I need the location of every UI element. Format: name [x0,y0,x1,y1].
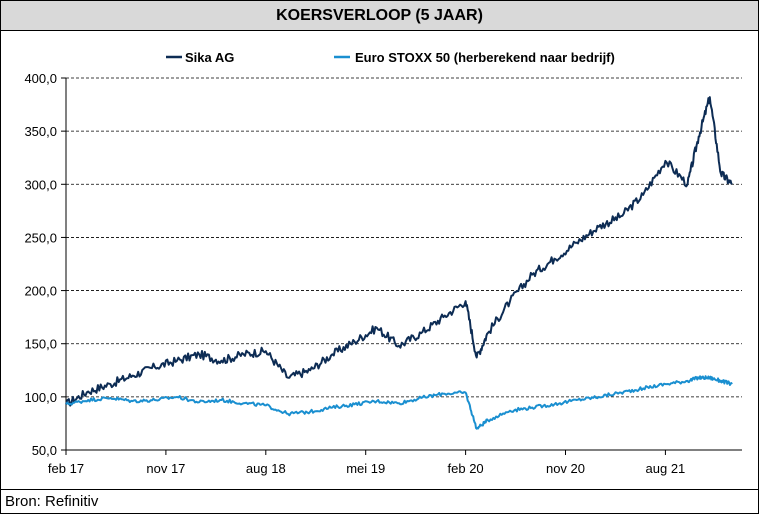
x-tick-label: aug 18 [246,461,286,476]
chart-title: KOERSVERLOOP (5 JAAR) [1,1,758,31]
y-tick-label: 400,0 [24,71,57,86]
x-tick-label: feb 17 [48,461,84,476]
source-note: Bron: Refinitiv [1,489,758,513]
legend: Sika AG Euro STOXX 50 (herberekend naar b… [166,50,615,65]
series-lines [65,96,733,430]
x-tick-label: aug 21 [646,461,686,476]
y-tick-labels: 50,0 100,0 150,0 200,0 250,0 300,0 350,0 400,0 [24,71,57,458]
x-tick-label: mei 19 [346,461,385,476]
x-tick-label: nov 20 [546,461,585,476]
y-tick-label: 350,0 [24,124,57,139]
y-tick-label: 150,0 [24,337,57,352]
y-tick-label: 250,0 [24,230,57,245]
y-tick-label: 50,0 [32,443,57,458]
gridlines [66,77,742,398]
axes [61,77,742,455]
x-tick-label: nov 17 [146,461,185,476]
series-line-sika [65,96,733,407]
y-tick-label: 200,0 [24,284,57,299]
x-tick-label: feb 20 [448,461,484,476]
x-tick-labels: feb 17 nov 17 aug 18 mei 19 feb 20 nov 20 aug … [48,461,685,476]
y-tick-label: 300,0 [24,177,57,192]
legend-label: Euro STOXX 50 (herberekend naar bedrijf) [355,50,615,65]
y-tick-label: 100,0 [24,390,57,405]
legend-label: Sika AG [185,50,234,65]
series-line-stoxx [65,375,733,430]
